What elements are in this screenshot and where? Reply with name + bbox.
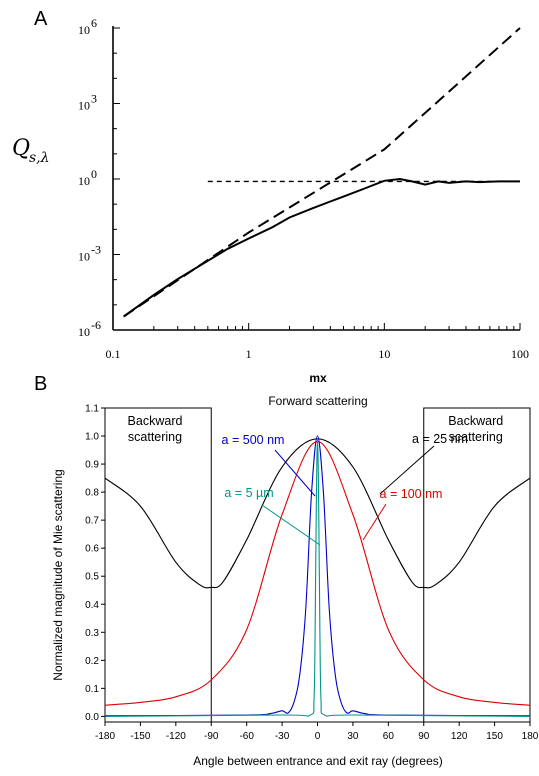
y-tick-label-b: 1.0 — [85, 432, 99, 443]
series-a-100nm — [104, 441, 531, 706]
x-tick-label-b: 120 — [451, 731, 468, 742]
y-tick-exponent-a: 3 — [91, 92, 97, 106]
chart-title-b: Forward scattering — [268, 394, 367, 408]
series-label: a = 100 nm — [380, 487, 443, 501]
y-axis-label-a: Q — [12, 136, 30, 161]
x-tick-label-b: 150 — [486, 731, 503, 742]
y-tick-label-b: 0.3 — [85, 628, 99, 639]
y-tick-label-a: 10 — [78, 99, 90, 113]
y-tick-exponent-a: -6 — [91, 318, 101, 332]
x-tick-label-a: 10 — [378, 347, 390, 361]
x-tick-label-b: -90 — [204, 731, 219, 742]
series-label-leader — [379, 445, 435, 495]
y-tick-label-a: 10 — [78, 23, 90, 37]
backward-scattering-label: Backward — [448, 414, 503, 428]
y-tick-label-b: 0.9 — [85, 460, 99, 471]
series-label-leader — [261, 504, 321, 546]
backward-region-right — [423, 407, 531, 723]
x-tick-label-b: -120 — [166, 731, 186, 742]
backward-scattering-label: Backward — [128, 414, 183, 428]
y-tick-exponent-a: 0 — [91, 167, 97, 181]
y-tick-exponent-a: -3 — [91, 243, 101, 257]
series-label-leader — [362, 503, 387, 541]
x-tick-label-a: 1 — [246, 347, 252, 361]
x-tick-label-b: -150 — [130, 731, 150, 742]
y-axis-label-b: Normalized magnitude of Mie scattering — [51, 469, 65, 680]
x-tick-label-b: -30 — [275, 731, 290, 742]
x-tick-label-b: 30 — [347, 731, 359, 742]
x-tick-label-b: 60 — [383, 731, 395, 742]
y-tick-label-b: 0.6 — [85, 544, 99, 555]
series-label: a = 5 µm — [224, 486, 273, 500]
y-tick-label-b: 0.2 — [85, 656, 99, 667]
y-tick-label-b: 1.1 — [85, 404, 99, 415]
x-tick-label-b: 0 — [315, 731, 321, 742]
y-axis-label-subscript-a: s,λ — [29, 150, 50, 166]
y-tick-label-a: 10 — [78, 250, 90, 264]
y-tick-label-b: 0.0 — [85, 712, 99, 723]
panel-b: B Forward scattering 0.0 0.1 0.2 0.3 0.4 0.5 0.6… — [34, 373, 539, 768]
x-tick-label-b: 90 — [418, 731, 430, 742]
series-label-leader — [274, 449, 316, 497]
series-label: a = 500 nm — [222, 433, 285, 447]
series-a-5um — [104, 438, 531, 717]
y-tick-label-b: 0.4 — [85, 600, 99, 611]
panel-label-b: B — [34, 373, 47, 395]
x-tick-label-b: 180 — [522, 731, 539, 742]
series-solid-a — [123, 177, 520, 318]
y-tick-label-b: 0.8 — [85, 488, 99, 499]
y-tick-label-b: 0.1 — [85, 684, 99, 695]
x-axis-label-a: mx — [309, 371, 327, 385]
x-tick-label-a: 0.1 — [106, 347, 121, 361]
y-tick-label-a: 10 — [78, 325, 90, 339]
panel-label-a: A — [34, 8, 48, 30]
series-a-500nm — [104, 435, 531, 717]
y-tick-exponent-a: 6 — [91, 16, 97, 30]
backward-region-left — [104, 407, 212, 723]
backward-scattering-label: scattering — [449, 430, 503, 444]
series-dashed-a — [123, 27, 521, 318]
x-tick-label-b: -180 — [95, 731, 115, 742]
series-a-25nm — [104, 438, 531, 589]
backward-scattering-label: scattering — [128, 430, 182, 444]
y-tick-label-b: 0.7 — [85, 516, 99, 527]
x-tick-label-b: -60 — [239, 731, 254, 742]
y-tick-label-a: 10 — [78, 174, 90, 188]
series-label: a = 25 nm — [412, 432, 468, 446]
x-axis-label-b: Angle between entrance and exit ray (deg… — [193, 754, 443, 768]
x-tick-label-a: 100 — [511, 347, 529, 361]
y-tick-label-b: 0.5 — [85, 572, 99, 583]
